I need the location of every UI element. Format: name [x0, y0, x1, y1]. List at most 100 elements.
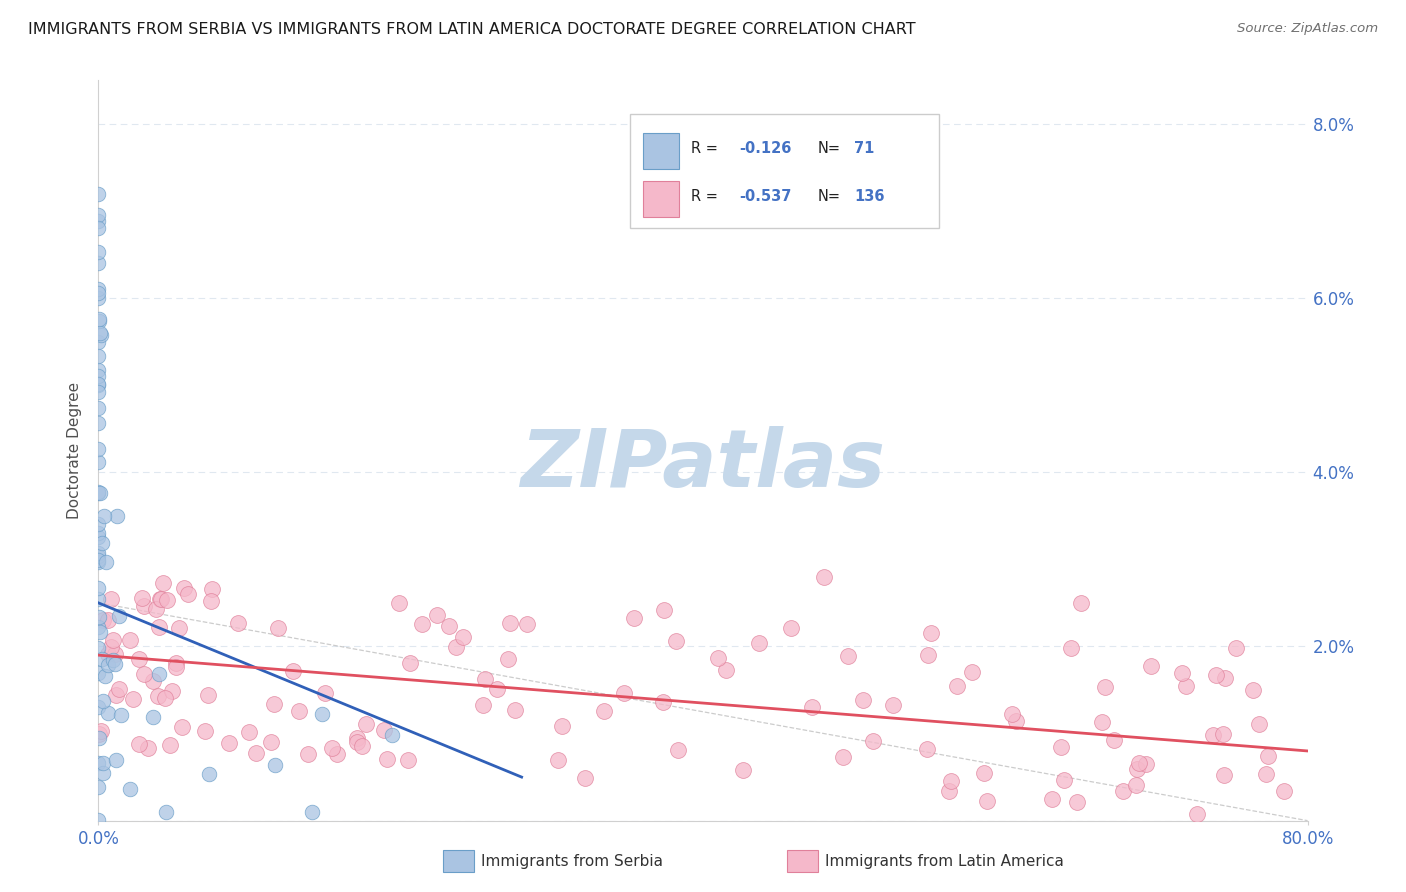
Point: [105, 753, 128, 767]
Point: [149, 592, 172, 607]
Point: [94, 669, 117, 683]
Point: [87, 245, 110, 260]
Point: [87, 416, 110, 430]
Point: [297, 747, 319, 761]
Text: -0.537: -0.537: [740, 189, 792, 203]
Point: [574, 771, 596, 785]
Point: [747, 636, 769, 650]
Point: [551, 719, 574, 733]
Point: [733, 763, 755, 777]
Text: 71: 71: [855, 141, 875, 155]
Point: [91, 613, 114, 627]
Point: [380, 728, 402, 742]
Point: [780, 621, 803, 635]
Point: [87, 209, 110, 223]
Point: [87, 291, 110, 305]
Point: [496, 652, 519, 666]
Point: [471, 698, 494, 713]
Point: [177, 587, 200, 601]
Point: [197, 688, 219, 702]
Point: [516, 616, 538, 631]
Point: [260, 735, 283, 749]
Point: [373, 723, 395, 737]
Point: [87, 385, 110, 400]
Text: R =: R =: [690, 189, 718, 203]
Point: [1205, 667, 1227, 681]
Point: [399, 656, 422, 670]
Point: [122, 692, 145, 706]
Text: Source: ZipAtlas.com: Source: ZipAtlas.com: [1237, 22, 1378, 36]
Point: [87, 620, 110, 634]
Point: [226, 616, 249, 631]
Point: [104, 657, 127, 672]
Point: [1112, 784, 1135, 798]
Point: [301, 805, 323, 819]
Point: [128, 652, 150, 666]
Point: [155, 805, 177, 819]
Point: [90, 652, 112, 666]
Point: [87, 314, 110, 328]
Point: [87, 282, 110, 296]
Point: [852, 693, 875, 707]
Point: [87, 256, 110, 270]
Point: [1201, 728, 1223, 742]
Point: [97, 648, 120, 662]
Point: [91, 766, 114, 780]
Point: [87, 549, 110, 563]
Point: [1066, 796, 1088, 810]
Point: [1212, 726, 1234, 740]
Point: [134, 666, 156, 681]
Point: [346, 735, 368, 749]
Point: [238, 724, 260, 739]
Point: [87, 640, 110, 655]
Point: [946, 679, 969, 693]
Point: [110, 707, 132, 722]
Point: [87, 780, 110, 795]
Point: [87, 525, 110, 540]
Point: [87, 530, 110, 544]
Point: [148, 620, 170, 634]
Point: [90, 536, 112, 550]
Point: [1040, 792, 1063, 806]
Point: [354, 716, 377, 731]
Point: [960, 665, 983, 680]
Text: IMMIGRANTS FROM SERBIA VS IMMIGRANTS FROM LATIN AMERICA DOCTORATE DEGREE CORRELA: IMMIGRANTS FROM SERBIA VS IMMIGRANTS FRO…: [28, 22, 915, 37]
Point: [87, 555, 110, 569]
Point: [707, 650, 730, 665]
Point: [612, 686, 634, 700]
Point: [668, 743, 690, 757]
Point: [104, 688, 127, 702]
Point: [165, 660, 187, 674]
Point: [156, 593, 179, 607]
Point: [444, 640, 467, 654]
Point: [917, 648, 939, 662]
Point: [118, 781, 141, 796]
Point: [1094, 680, 1116, 694]
Point: [87, 484, 110, 499]
Bar: [643, 133, 679, 169]
Point: [97, 657, 120, 672]
Point: [87, 485, 110, 500]
Point: [91, 694, 114, 708]
Point: [146, 689, 169, 703]
Point: [120, 633, 142, 648]
Point: [474, 673, 496, 687]
Point: [654, 602, 676, 616]
Point: [101, 653, 124, 667]
Point: [1053, 772, 1076, 787]
Point: [87, 378, 110, 392]
Point: [153, 690, 176, 705]
Point: [352, 739, 374, 753]
Point: [264, 757, 287, 772]
Point: [281, 664, 304, 678]
Point: [90, 723, 112, 738]
Point: [142, 673, 165, 688]
Point: [1174, 679, 1197, 693]
Point: [87, 546, 110, 560]
Point: [326, 747, 349, 762]
Point: [87, 731, 110, 746]
Point: [396, 754, 419, 768]
Point: [87, 214, 110, 228]
Point: [1001, 707, 1024, 722]
Point: [593, 704, 616, 718]
